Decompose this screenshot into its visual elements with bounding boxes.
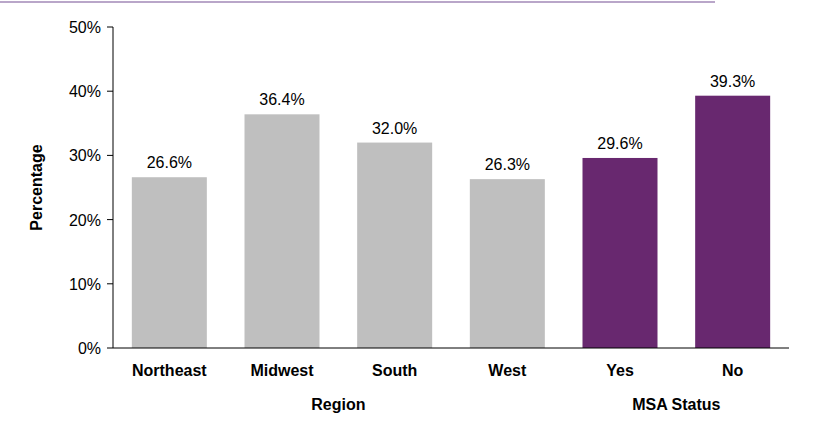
top-rule: [0, 1, 715, 3]
y-tick: [107, 27, 113, 28]
y-tick-label: 20%: [69, 212, 101, 229]
data-label: 26.3%: [485, 156, 530, 173]
y-tick-label: 30%: [69, 147, 101, 164]
x-tick-label: Northeast: [132, 362, 207, 379]
y-tick-label: 50%: [69, 19, 101, 36]
y-tick: [107, 348, 113, 349]
y-axis: [113, 27, 114, 348]
x-tick-label: No: [722, 362, 744, 379]
y-tick-label: 10%: [69, 276, 101, 293]
y-tick-label: 40%: [69, 83, 101, 100]
y-tick: [107, 219, 113, 220]
y-tick: [107, 283, 113, 284]
bars: [132, 96, 770, 348]
x-tick-label: Midwest: [250, 362, 314, 379]
y-tick-label: 0%: [78, 340, 101, 357]
bar: [470, 179, 545, 348]
group-label: MSA Status: [632, 396, 720, 413]
x-axis: [113, 348, 789, 349]
bar: [357, 143, 432, 348]
data-label: 29.6%: [597, 135, 642, 152]
bar: [695, 96, 770, 348]
x-tick-label: West: [488, 362, 527, 379]
bar: [245, 114, 320, 348]
bar: [583, 158, 658, 348]
group-label: Region: [311, 396, 365, 413]
data-label: 32.0%: [372, 120, 417, 137]
x-tick-label: South: [372, 362, 417, 379]
data-label: 36.4%: [259, 91, 304, 108]
y-axis-label: Percentage: [28, 144, 45, 230]
chart: 0% 10% 20% 30% 40% 50% 26.6% 36.4% 32.0% 26.3% 29.…: [0, 0, 823, 439]
data-label: 26.6%: [147, 154, 192, 171]
bar: [132, 177, 207, 348]
data-label: 39.3%: [710, 73, 755, 90]
y-tick: [107, 91, 113, 92]
y-tick: [107, 155, 113, 156]
x-tick-label: Yes: [606, 362, 634, 379]
